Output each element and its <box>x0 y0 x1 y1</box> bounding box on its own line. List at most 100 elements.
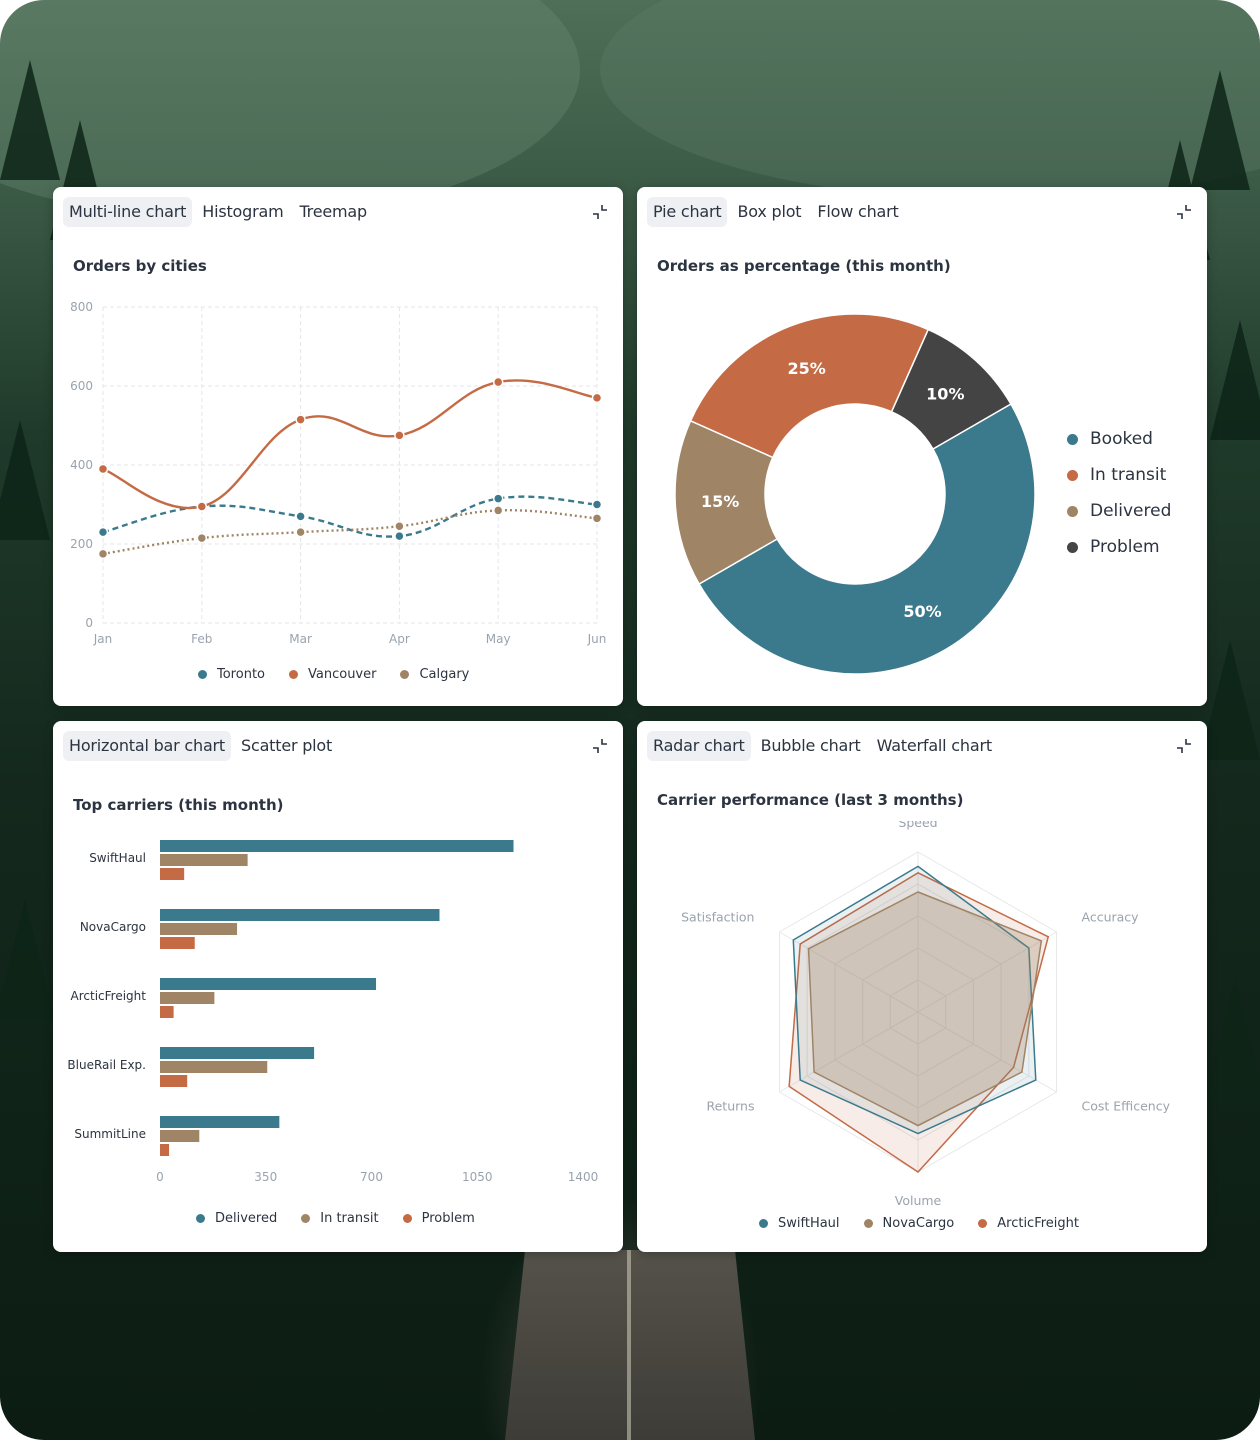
legend-item[interactable]: SwiftHaul <box>759 1216 840 1231</box>
x-tick-label: Mar <box>289 632 312 646</box>
tab-pie-chart[interactable]: Pie chart <box>647 197 728 227</box>
radar-series-novacargo <box>807 891 1043 1127</box>
tab-horizontal-bar-chart[interactable]: Horizontal bar chart <box>63 731 232 761</box>
x-tick-label: 1400 <box>568 1170 599 1184</box>
category-label: ArcticFreight <box>71 989 147 1003</box>
legend-item[interactable]: Delivered <box>1067 493 1171 529</box>
legend-item[interactable]: Problem <box>1067 529 1171 565</box>
y-tick-label: 200 <box>70 537 93 551</box>
radar-axis-label: Speed <box>898 821 937 830</box>
chart-title: Carrier performance (last 3 months) <box>657 791 964 809</box>
data-point <box>591 392 603 404</box>
x-tick-label: Apr <box>389 632 410 646</box>
category-label: SummitLine <box>74 1127 146 1141</box>
legend-item[interactable]: Toronto <box>198 667 265 682</box>
radar-axis-label: Returns <box>706 1098 754 1113</box>
y-tick-label: 600 <box>70 379 93 393</box>
tab-scatter-plot[interactable]: Scatter plot <box>241 736 333 755</box>
legend-item[interactable]: ArcticFreight <box>978 1216 1079 1231</box>
radar-series-swifthaul <box>792 865 1037 1135</box>
collapse-icon[interactable] <box>591 203 609 221</box>
x-tick-label: 700 <box>360 1170 383 1184</box>
series-line-vancouver <box>102 379 598 510</box>
legend-label: ArcticFreight <box>997 1216 1079 1231</box>
legend-item[interactable]: Problem <box>402 1211 475 1226</box>
slice-label: 25% <box>787 359 825 378</box>
collapse-icon[interactable] <box>1175 737 1193 755</box>
chart-title: Top carriers (this month) <box>73 796 284 814</box>
horizontal-bar-chart: SwiftHaul NovaCargo ArcticFreight BlueRail … <box>67 840 599 1184</box>
legend-item[interactable]: NovaCargo <box>863 1216 955 1231</box>
legend-label: Calgary <box>419 667 470 682</box>
tab-waterfall-chart[interactable]: Waterfall chart <box>876 736 993 755</box>
legend-item[interactable]: Vancouver <box>289 667 376 682</box>
chart-type-tabs: Radar chart Bubble chart Waterfall chart <box>647 731 998 761</box>
legend-item[interactable]: Delivered <box>196 1211 277 1226</box>
legend-label: Delivered <box>215 1211 278 1226</box>
tab-histogram[interactable]: Histogram <box>202 202 284 221</box>
legend-item[interactable]: Calgary <box>400 667 469 682</box>
y-tick-label: 800 <box>70 300 93 314</box>
bar-delivered <box>160 909 440 921</box>
x-tick-label: Jun <box>587 632 607 646</box>
data-point <box>492 376 504 388</box>
tab-bubble-chart[interactable]: Bubble chart <box>760 736 861 755</box>
bar-in-transit <box>160 1130 200 1142</box>
data-point <box>394 430 405 441</box>
legend-label: In transit <box>1090 465 1167 485</box>
legend-label: Toronto <box>217 667 265 682</box>
data-point <box>295 414 306 425</box>
category-label: BlueRail Exp. <box>67 1058 146 1072</box>
tab-flow-chart[interactable]: Flow chart <box>817 202 899 221</box>
radar-axis-label: Volume <box>895 1193 942 1208</box>
x-tick-label: 0 <box>156 1170 164 1184</box>
radar-series-arcticfreight <box>788 871 1050 1173</box>
radar-axis-line <box>779 1011 919 1093</box>
data-point <box>97 526 109 538</box>
radar-axis-line <box>917 931 1057 1013</box>
tab-radar-chart[interactable]: Radar chart <box>647 731 751 761</box>
collapse-icon[interactable] <box>591 737 609 755</box>
tab-box-plot[interactable]: Box plot <box>737 202 802 221</box>
category-label: SwiftHaul <box>89 851 146 865</box>
legend-label: SwiftHaul <box>778 1216 840 1231</box>
x-tick-label: Feb <box>191 632 212 646</box>
slice-label: 50% <box>903 602 941 621</box>
bar-problem <box>160 1006 174 1018</box>
data-point <box>394 520 405 532</box>
legend-label: Vancouver <box>308 667 377 682</box>
pie-legend: Booked In transit Delivered Problem <box>1067 421 1171 565</box>
bar-problem <box>160 1075 188 1087</box>
legend-item[interactable]: In transit <box>1067 457 1171 493</box>
carrier-performance-card: Radar chart Bubble chart Waterfall chart… <box>637 721 1207 1252</box>
x-tick-label: Jan <box>93 632 113 646</box>
chart-type-tabs: Pie chart Box plot Flow chart <box>647 197 905 227</box>
x-tick-label: 350 <box>254 1170 277 1184</box>
legend-item[interactable]: Booked <box>1067 421 1171 457</box>
tab-treemap[interactable]: Treemap <box>299 202 367 221</box>
bar-delivered <box>160 978 377 990</box>
collapse-icon[interactable] <box>1175 203 1193 221</box>
orders-by-cities-card: Multi-line chart Histogram Treemap Order… <box>53 187 623 706</box>
data-point <box>591 513 603 524</box>
radar-legend: SwiftHaul NovaCargo ArcticFreight <box>759 1216 1103 1231</box>
radar-axis-label: Accuracy <box>1082 910 1140 925</box>
data-point <box>97 463 109 475</box>
chart-title: Orders by cities <box>73 257 207 275</box>
slice-label: 15% <box>701 492 739 511</box>
x-tick-label: May <box>486 632 511 646</box>
bar-in-transit <box>160 1061 268 1073</box>
bar-in-transit <box>160 854 248 866</box>
radar-axis-line <box>917 1011 1057 1093</box>
pie-slice-booked <box>698 402 1036 675</box>
legend-item[interactable]: In transit <box>301 1211 379 1226</box>
tab-multi-line-chart[interactable]: Multi-line chart <box>63 197 193 227</box>
series-line-toronto <box>102 495 598 538</box>
chart-type-tabs: Multi-line chart Histogram Treemap <box>63 197 373 227</box>
line-legend: Toronto Vancouver Calgary <box>198 667 493 682</box>
legend-label: NovaCargo <box>882 1216 955 1231</box>
data-point <box>97 548 109 560</box>
radar-axis-label: Cost Efficency <box>1082 1098 1171 1113</box>
legend-label: Delivered <box>1090 501 1172 521</box>
data-point <box>295 526 306 538</box>
